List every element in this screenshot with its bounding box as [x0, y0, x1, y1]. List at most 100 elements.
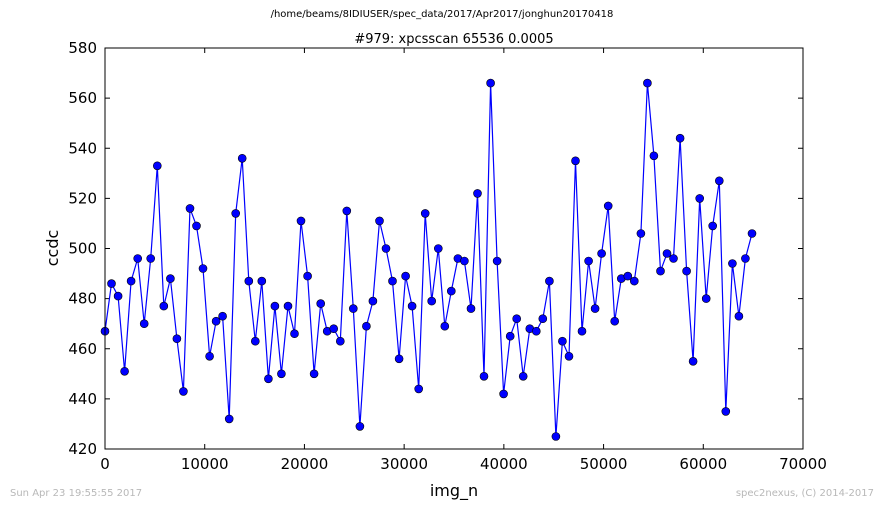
data-point [708, 221, 718, 231]
data-point [505, 331, 515, 341]
data-point [649, 151, 659, 161]
data-point [126, 276, 136, 286]
data-point [643, 78, 652, 88]
data-point [728, 259, 737, 268]
y-tick-label: 580 [68, 39, 97, 57]
data-point [636, 229, 646, 238]
data-point [283, 301, 293, 311]
data-point [368, 296, 378, 306]
data-point [401, 271, 410, 281]
series-line [104, 83, 753, 437]
y-tick-label: 440 [68, 390, 97, 408]
data-point [538, 314, 548, 324]
data-series [100, 78, 757, 441]
data-point [492, 256, 502, 266]
file-path-title: /home/beams/8IDIUSER/spec_data/2017/Apr2… [270, 9, 614, 20]
data-point [244, 276, 254, 286]
y-tick-label: 480 [68, 290, 97, 308]
x-axis-label: img_n [430, 481, 478, 501]
data-point [656, 266, 665, 276]
data-point [107, 279, 116, 288]
data-point [224, 414, 234, 424]
x-tick-label: 20000 [281, 455, 329, 473]
data-point [440, 321, 450, 331]
data-point [688, 356, 698, 366]
y-axis-label: ccdc [43, 230, 62, 267]
data-point [623, 271, 633, 281]
axes: 0 10000 20000 30000 40000 50000 60000 70000 420 4… [68, 39, 827, 473]
data-point [675, 133, 685, 143]
data-point [590, 304, 600, 313]
data-point [551, 432, 561, 441]
data-point [747, 229, 757, 238]
data-point [701, 294, 711, 303]
data-point [290, 329, 299, 339]
footer-timestamp: Sun Apr 23 19:55:55 2017 [10, 488, 143, 499]
data-point [564, 351, 574, 361]
data-point [741, 254, 750, 263]
y-tick-label: 460 [68, 340, 97, 358]
data-point [264, 374, 273, 384]
data-point [584, 256, 593, 266]
data-point [531, 326, 541, 336]
data-point [251, 336, 260, 346]
data-point [518, 371, 528, 381]
y-tick-label: 560 [68, 89, 97, 107]
plot-area-frame [104, 47, 804, 450]
data-point [662, 249, 672, 258]
x-tick-label: 60000 [679, 455, 727, 473]
x-tick-label: 50000 [580, 455, 628, 473]
data-point [695, 194, 705, 203]
x-tick-label: 30000 [380, 455, 428, 473]
footer-credit: spec2nexus, (C) 2014-2017 [735, 488, 874, 499]
data-point [479, 371, 489, 381]
data-point [610, 316, 620, 326]
data-point [316, 299, 326, 308]
data-point [257, 276, 267, 286]
data-point [512, 314, 522, 324]
data-point [309, 369, 319, 379]
data-point [231, 209, 240, 218]
x-tick-label: 70000 [779, 455, 827, 473]
y-tick-label: 420 [68, 440, 97, 458]
data-point [394, 354, 404, 364]
data-point [446, 286, 456, 296]
data-point [388, 276, 397, 286]
data-point [270, 301, 280, 311]
y-tick-label: 520 [68, 189, 97, 207]
data-point [218, 311, 227, 321]
data-point [198, 264, 208, 273]
data-point [113, 291, 123, 301]
data-point [133, 254, 142, 263]
data-point [303, 271, 312, 281]
chart-title: #979: xpcsscan 65536 0.0005 [354, 32, 553, 47]
data-point [603, 201, 613, 211]
data-point [466, 304, 476, 313]
data-point [237, 154, 247, 163]
data-point [185, 204, 195, 213]
data-point [682, 266, 691, 276]
data-point [342, 206, 352, 216]
data-point [120, 366, 129, 376]
y-tick-label: 500 [68, 240, 97, 258]
data-point [381, 244, 391, 253]
data-point [577, 326, 587, 336]
data-point [205, 351, 214, 361]
data-point [499, 389, 508, 399]
data-point [192, 221, 201, 231]
data-point [335, 336, 345, 346]
data-point [420, 209, 430, 218]
data-point [375, 216, 384, 226]
data-point [734, 311, 744, 321]
data-point [558, 336, 567, 346]
x-tick-label: 40000 [480, 455, 528, 473]
data-point [473, 189, 482, 198]
data-point [721, 407, 731, 416]
data-point [296, 216, 306, 226]
x-tick-label: 0 [100, 455, 110, 473]
data-point [348, 304, 358, 313]
data-point [172, 334, 182, 344]
data-point [486, 78, 495, 88]
data-point [355, 422, 365, 431]
